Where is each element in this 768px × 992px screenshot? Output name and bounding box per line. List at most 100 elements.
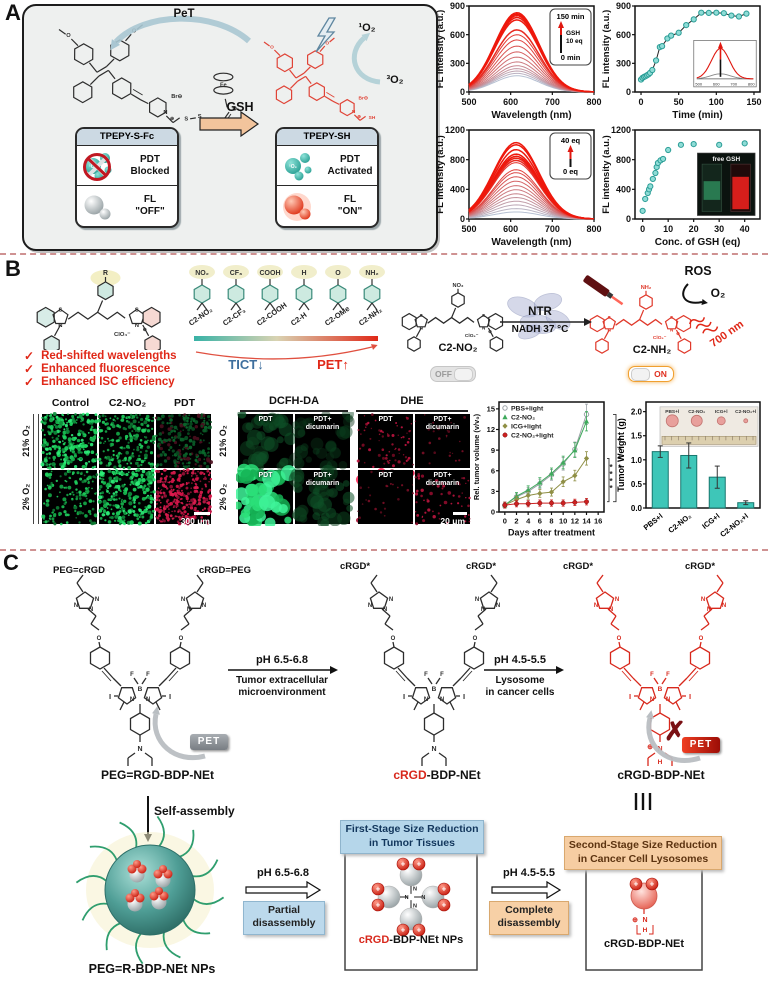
svg-text:PBS+l: PBS+l: [642, 511, 665, 532]
crgd-star-tag: cRGD*: [339, 561, 371, 572]
svg-text:S: S: [670, 315, 674, 321]
svg-text:N: N: [642, 917, 647, 924]
cyanine-structure: SNRSN⊕ClO₄⁻: [36, 269, 161, 350]
chart-fl-spectra-gsh: 500 600 700 800 0 400 800 1200 Wavelength (nm) FL…: [435, 124, 602, 252]
svg-text:N: N: [413, 903, 417, 909]
svg-text:Wavelength (nm): Wavelength (nm): [491, 110, 571, 121]
svg-text:N: N: [722, 603, 726, 609]
microscopy-cell: [356, 413, 414, 469]
card-title: TPEPY-SH: [277, 129, 377, 146]
svg-text:C2-NO₂+l: C2-NO₂+l: [735, 409, 756, 415]
protonated-molecule: + + ⊕ NH: [629, 877, 659, 935]
svg-text:N: N: [137, 746, 142, 753]
complete-disassembly-box: Complete disassembly: [489, 901, 569, 935]
svg-text:N: N: [650, 697, 654, 703]
svg-text:S: S: [608, 315, 612, 321]
svg-text:400: 400: [616, 184, 631, 194]
viability-col-header: PDT: [174, 397, 195, 409]
svg-text:700: 700: [545, 224, 560, 234]
svg-text:N: N: [389, 597, 393, 603]
svg-text:2.0: 2.0: [631, 408, 643, 417]
svg-text:0: 0: [503, 517, 507, 526]
svg-text:O: O: [97, 636, 102, 642]
svg-text:+: +: [376, 901, 381, 910]
pet-badge: PET: [190, 734, 228, 750]
ros-micrographs: [236, 412, 471, 526]
svg-text:0: 0: [626, 214, 631, 224]
substituent-4: H C2-H: [289, 265, 317, 328]
svg-text:0 eq: 0 eq: [563, 167, 578, 176]
svg-text:16: 16: [594, 517, 602, 526]
pdt-text: PDT: [140, 153, 160, 165]
svg-text:500: 500: [461, 97, 476, 107]
svg-text:*: *: [618, 436, 622, 446]
svg-text:500: 500: [461, 224, 476, 234]
svg-text:C2-NO₂: C2-NO₂: [187, 305, 214, 328]
feature-item: ✓ Enhanced ISC efficiency: [24, 375, 175, 389]
svg-text:700: 700: [545, 97, 560, 107]
svg-text:*: *: [610, 477, 614, 486]
svg-text:O: O: [391, 636, 396, 642]
svg-text:⊕: ⊕: [143, 327, 147, 333]
dcfh-da-header: DCFH-DA: [240, 395, 348, 412]
svg-text:N: N: [74, 603, 78, 609]
svg-text:0 min: 0 min: [561, 53, 581, 62]
ph-label-3: pH 6.5-6.8: [257, 867, 309, 879]
feature-item: ✓ Enhanced fluorescence: [24, 362, 171, 376]
ros-scale-bar-label: 20 μm: [440, 516, 465, 526]
viability-row-label: 21% O₂: [21, 425, 31, 457]
panel-a-label: A: [5, 0, 21, 25]
svg-text:C2-NO₂+l: C2-NO₂+l: [718, 511, 750, 538]
svg-text:O: O: [617, 636, 622, 642]
first-stage-header: First-Stage Size Reduction in Tumor Tiss…: [340, 820, 484, 854]
svg-text:1200: 1200: [445, 125, 465, 135]
svg-text:O: O: [270, 44, 274, 50]
svg-text:COOH: COOH: [260, 270, 281, 277]
pdt-activated-row: ¹O₂ PDT Activated: [277, 146, 377, 185]
svg-text:+: +: [417, 860, 422, 869]
svg-text:N: N: [707, 607, 711, 613]
cell-label: PDT+ dicumarin: [305, 416, 340, 431]
panel-b-label: B: [5, 256, 21, 281]
svg-text:0: 0: [639, 97, 644, 107]
svg-text:+: +: [442, 901, 447, 910]
panel-separator: [0, 253, 768, 255]
ntr-label: NTR: [528, 306, 552, 318]
second-stage-header: Second-Stage Size Reduction in Cancer Ce…: [564, 836, 722, 870]
svg-text:R: R: [103, 270, 108, 277]
svg-text:900: 900: [450, 1, 465, 11]
ros-row-label: 2% O₂: [218, 483, 228, 511]
svg-text:F: F: [650, 672, 654, 678]
svg-text:C2-NH₂: C2-NH₂: [357, 305, 384, 327]
gsh-label: GSH: [226, 100, 254, 114]
c2nh2-name: C2-NH₂: [632, 344, 672, 356]
svg-text:12: 12: [571, 517, 579, 526]
svg-text:H: H: [658, 759, 663, 766]
tpepy-s-fc-card: TPEPY-S-Fc ¹O₂ PDT Blocked FL "OFF": [75, 127, 179, 228]
svg-text:O: O: [699, 636, 704, 642]
svg-text:I: I: [463, 692, 465, 701]
crgd-peg-tag: cRGD=PEG: [198, 565, 251, 576]
stage2-label: cRGD-BDP-NEt: [603, 938, 685, 950]
svg-text:15: 15: [487, 405, 495, 414]
panel-a-scheme: OON⊕Br⊖SSOOFeOON⊕Br⊖SH PeT ¹O₂ ³O₂ GSH T…: [22, 4, 438, 251]
chart-fl-kinetics: 0 50 100 150 0 300 600 900 Time (min) FL intensit…: [601, 0, 768, 125]
cell-label: PDT+ dicumarin: [425, 472, 460, 487]
microscopy-cell: [288, 464, 355, 526]
microscopy-cell: [237, 412, 297, 472]
svg-text:+: +: [401, 860, 406, 869]
block-arrow: [491, 880, 562, 900]
svg-text:Tumor Weight (g): Tumor Weight (g): [616, 418, 626, 492]
svg-text:ClO₄⁻: ClO₄⁻: [114, 332, 130, 338]
svg-text:CF₃: CF₃: [230, 270, 243, 277]
pet-arrow-3: [646, 717, 701, 763]
svg-text:50: 50: [674, 97, 684, 107]
partial-disassembly-box: Partial disassembly: [243, 901, 325, 935]
svg-text:40 eq: 40 eq: [561, 136, 581, 145]
panel-a-scheme-drawing: OON⊕Br⊖SSOOFeOON⊕Br⊖SH: [58, 15, 381, 138]
chart-fl-gsh-titration: 0 10 20 30 40 0 400 800 1200 Conc. of GSH (eq) FL …: [601, 124, 768, 252]
oxygen-label: O₂: [710, 286, 726, 300]
